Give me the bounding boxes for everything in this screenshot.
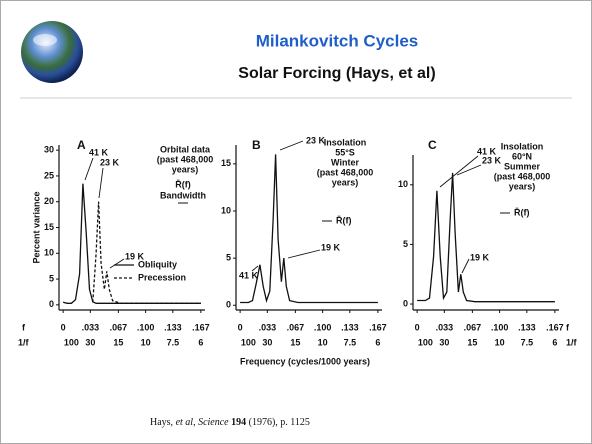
panel-letter: A bbox=[77, 138, 86, 152]
x-tick-label: .033 bbox=[82, 322, 100, 332]
x2-tick-label: 10 bbox=[141, 337, 151, 347]
x-tick-label: .167 bbox=[546, 322, 564, 332]
y-tick-label: 0 bbox=[403, 298, 408, 308]
x2-tick-label: 10 bbox=[495, 337, 505, 347]
y-tick-label: 10 bbox=[221, 205, 231, 215]
y-tick-label: 5 bbox=[226, 253, 231, 263]
x-tick-label: .167 bbox=[369, 322, 387, 332]
x2-tick-label: 100 bbox=[64, 337, 79, 347]
x-tick-label: .133 bbox=[341, 322, 359, 332]
annotation: Insolation bbox=[324, 137, 367, 147]
x2-tick-label: 6 bbox=[375, 337, 380, 347]
x2-tick-label: 100 bbox=[418, 337, 433, 347]
x-tick-label: .133 bbox=[518, 322, 536, 332]
axis-row-label: 1/f bbox=[566, 337, 578, 347]
x2-tick-label: 6 bbox=[198, 337, 203, 347]
peak-label: 19 K bbox=[321, 242, 341, 252]
key-label: R̄(f) bbox=[514, 207, 530, 217]
y-tick-label: 10 bbox=[44, 248, 54, 258]
x-tick-label: .100 bbox=[137, 322, 155, 332]
citation-part: Science bbox=[198, 417, 229, 428]
key-label: Bandwidth bbox=[160, 190, 206, 200]
annotation: years) bbox=[172, 164, 199, 174]
peak-label: 23 K bbox=[482, 155, 502, 165]
x-tick-label: .067 bbox=[110, 322, 128, 332]
y-tick-label: 20 bbox=[44, 196, 54, 206]
x-tick-label: .133 bbox=[164, 322, 182, 332]
annotation: Winter bbox=[331, 157, 359, 167]
x-tick-label: .033 bbox=[436, 322, 454, 332]
x2-tick-label: 7.5 bbox=[167, 337, 180, 347]
annotation: 55°S bbox=[335, 147, 355, 157]
y-tick-label: 5 bbox=[403, 239, 408, 249]
x-axis-label: Frequency (cycles/1000 years) bbox=[240, 356, 370, 366]
annotation: 60°N bbox=[512, 151, 532, 161]
x2-tick-label: 30 bbox=[85, 337, 95, 347]
annotation: years) bbox=[509, 181, 536, 191]
slide-title: Milankovitch Cycles bbox=[256, 31, 419, 50]
globe-image bbox=[21, 21, 83, 83]
peak-label: 19 K bbox=[125, 251, 145, 261]
x-tick-label: .033 bbox=[259, 322, 277, 332]
citation: Hays, et al, Science 194 (1976), p. 1125 bbox=[150, 417, 310, 428]
citation-part: et al bbox=[176, 417, 194, 428]
y-tick-label: 25 bbox=[44, 170, 54, 180]
x-tick-label: 0 bbox=[415, 322, 420, 332]
x2-tick-label: 10 bbox=[318, 337, 328, 347]
peak-label: 41 K bbox=[89, 147, 109, 157]
x2-tick-label: 30 bbox=[439, 337, 449, 347]
x-tick-label: .167 bbox=[192, 322, 210, 332]
peak-label: 41 K bbox=[239, 270, 259, 280]
axis-row-label: 1/f bbox=[18, 337, 30, 347]
annotation: Summer bbox=[504, 161, 541, 171]
legend-label: Precession bbox=[138, 272, 186, 282]
slide: Milankovitch Cycles Solar Forcing (Hays,… bbox=[0, 0, 592, 444]
panel-letter: C bbox=[428, 138, 437, 152]
x2-tick-label: 6 bbox=[552, 337, 557, 347]
citation-part: 194 bbox=[231, 417, 246, 428]
y-tick-label: 15 bbox=[221, 158, 231, 168]
peak-label: 19 K bbox=[470, 252, 490, 262]
y-tick-label: 30 bbox=[44, 145, 54, 155]
x2-tick-label: 15 bbox=[290, 337, 300, 347]
x-tick-label: .067 bbox=[287, 322, 305, 332]
x-tick-label: .067 bbox=[464, 322, 482, 332]
x2-tick-label: 7.5 bbox=[521, 337, 534, 347]
key-label: R̄(f) bbox=[336, 215, 352, 225]
y-tick-label: 5 bbox=[49, 273, 54, 283]
peak-label: 23 K bbox=[100, 157, 120, 167]
key-label: R̄(f) bbox=[175, 179, 191, 189]
annotation: Orbital data bbox=[160, 144, 211, 154]
y-tick-label: 0 bbox=[49, 299, 54, 309]
annotation: (past 468,000 bbox=[317, 167, 374, 177]
panel-letter: B bbox=[252, 138, 261, 152]
annotation: (past 468,000 bbox=[157, 154, 214, 164]
x2-tick-label: 15 bbox=[467, 337, 477, 347]
y-axis-label: Percent variance bbox=[31, 191, 41, 263]
x2-tick-label: 7.5 bbox=[344, 337, 357, 347]
annotation: Insolation bbox=[501, 141, 544, 151]
x2-tick-label: 100 bbox=[241, 337, 256, 347]
peak-label: 23 K bbox=[306, 135, 326, 145]
citation-part: (1976), p. 1125 bbox=[246, 417, 310, 428]
x2-tick-label: 30 bbox=[262, 337, 272, 347]
y-tick-label: 10 bbox=[398, 179, 408, 189]
annotation: years) bbox=[332, 177, 359, 187]
x-tick-label: 0 bbox=[238, 322, 243, 332]
x-tick-label: .100 bbox=[491, 322, 509, 332]
globe-cloud bbox=[33, 34, 57, 46]
annotation: (past 468,000 bbox=[494, 171, 551, 181]
x-tick-label: 0 bbox=[61, 322, 66, 332]
x-tick-label: .100 bbox=[314, 322, 332, 332]
slide-subtitle: Solar Forcing (Hays, et al) bbox=[238, 65, 435, 82]
y-tick-label: 15 bbox=[44, 222, 54, 232]
x2-tick-label: 15 bbox=[113, 337, 123, 347]
citation-part: Hays, bbox=[150, 417, 176, 428]
y-tick-label: 0 bbox=[226, 300, 231, 310]
